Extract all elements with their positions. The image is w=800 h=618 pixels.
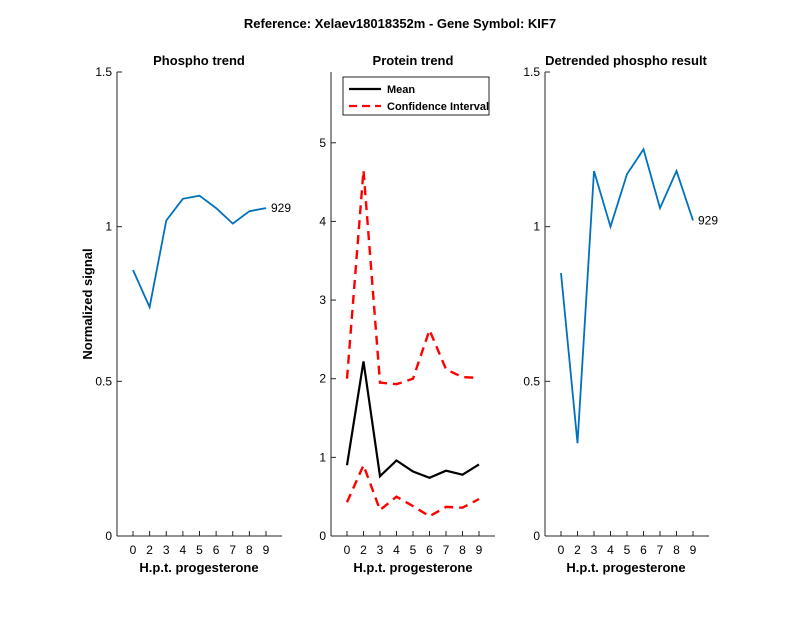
x-tick-label: 4 xyxy=(607,543,614,557)
x-tick-label: 6 xyxy=(213,543,220,557)
series-line-929 xyxy=(132,194,267,311)
y-tick-label: 0.5 xyxy=(523,374,540,388)
y-tick-label: 1.5 xyxy=(523,65,540,79)
x-axis-label: H.p.t. progesterone xyxy=(353,560,472,575)
x-tick-label: 9 xyxy=(690,543,697,557)
x-tick-label: 0 xyxy=(558,543,565,557)
x-tick-label: 7 xyxy=(443,543,450,557)
phospho-trend-panel: Phospho trend H.p.t. progesterone 0 0.5 1 1… xyxy=(95,53,291,575)
x-tick-label: 8 xyxy=(673,543,680,557)
panel-title: Detrended phospho result xyxy=(545,53,707,68)
legend-label: Mean xyxy=(387,84,415,96)
x-tick-label: 5 xyxy=(410,543,417,557)
series-end-label: 929 xyxy=(271,201,291,215)
x-tick-label: 7 xyxy=(657,543,664,557)
x-tick-label: 5 xyxy=(196,543,203,557)
series-line-confidence-interval-lower xyxy=(345,462,480,518)
series-line-929 xyxy=(560,147,694,444)
figure-suptitle: Reference: Xelaev18018352m - Gene Symbol… xyxy=(244,16,556,31)
y-tick-label: 0 xyxy=(533,529,540,543)
detrended-phospho-panel: Detrended phospho result H.p.t. progeste… xyxy=(523,53,718,575)
y-tick-label: 1 xyxy=(533,220,540,234)
panel-title: Phospho trend xyxy=(153,53,245,68)
series-end-label: 929 xyxy=(698,213,718,227)
x-tick-label: 9 xyxy=(263,543,270,557)
x-tick-label: 0 xyxy=(344,543,351,557)
y-tick-label: 1 xyxy=(105,220,112,234)
y-tick-label: 0 xyxy=(105,529,112,543)
y-tick-label: 1.5 xyxy=(95,65,112,79)
series-line-mean xyxy=(345,361,480,479)
x-tick-label: 3 xyxy=(163,543,170,557)
x-axis-label: H.p.t. progesterone xyxy=(566,560,685,575)
y-tick-label: 4 xyxy=(319,214,326,228)
x-tick-label: 8 xyxy=(459,543,466,557)
x-tick-label: 0 xyxy=(130,543,137,557)
x-tick-label: 4 xyxy=(180,543,187,557)
y-tick-label: 2 xyxy=(319,372,326,386)
legend-label: Confidence Interval xyxy=(387,101,489,113)
x-tick-label: 2 xyxy=(146,543,153,557)
x-axis-label: H.p.t. progesterone xyxy=(139,560,258,575)
y-tick-label: 0 xyxy=(319,529,326,543)
x-tick-label: 6 xyxy=(640,543,647,557)
y-tick-label: 5 xyxy=(319,136,326,150)
panel-title: Protein trend xyxy=(373,53,454,68)
x-tick-label: 3 xyxy=(591,543,598,557)
y-tick-label: 1 xyxy=(319,450,326,464)
x-tick-label: 7 xyxy=(229,543,236,557)
series-line-confidence-interval xyxy=(345,170,480,386)
x-tick-label: 6 xyxy=(426,543,433,557)
y-axis-label: Normalized signal xyxy=(80,248,95,359)
protein-trend-panel: Protein trend H.p.t. progesterone 012345… xyxy=(319,53,495,575)
x-tick-label: 5 xyxy=(624,543,631,557)
legend-box xyxy=(342,76,490,116)
x-tick-label: 9 xyxy=(476,543,483,557)
x-tick-label: 4 xyxy=(393,543,400,557)
x-tick-label: 2 xyxy=(574,543,581,557)
x-tick-label: 2 xyxy=(360,543,367,557)
y-tick-label: 3 xyxy=(319,293,326,307)
x-tick-label: 8 xyxy=(246,543,253,557)
x-tick-label: 3 xyxy=(377,543,384,557)
y-tick-label: 0.5 xyxy=(95,374,112,388)
